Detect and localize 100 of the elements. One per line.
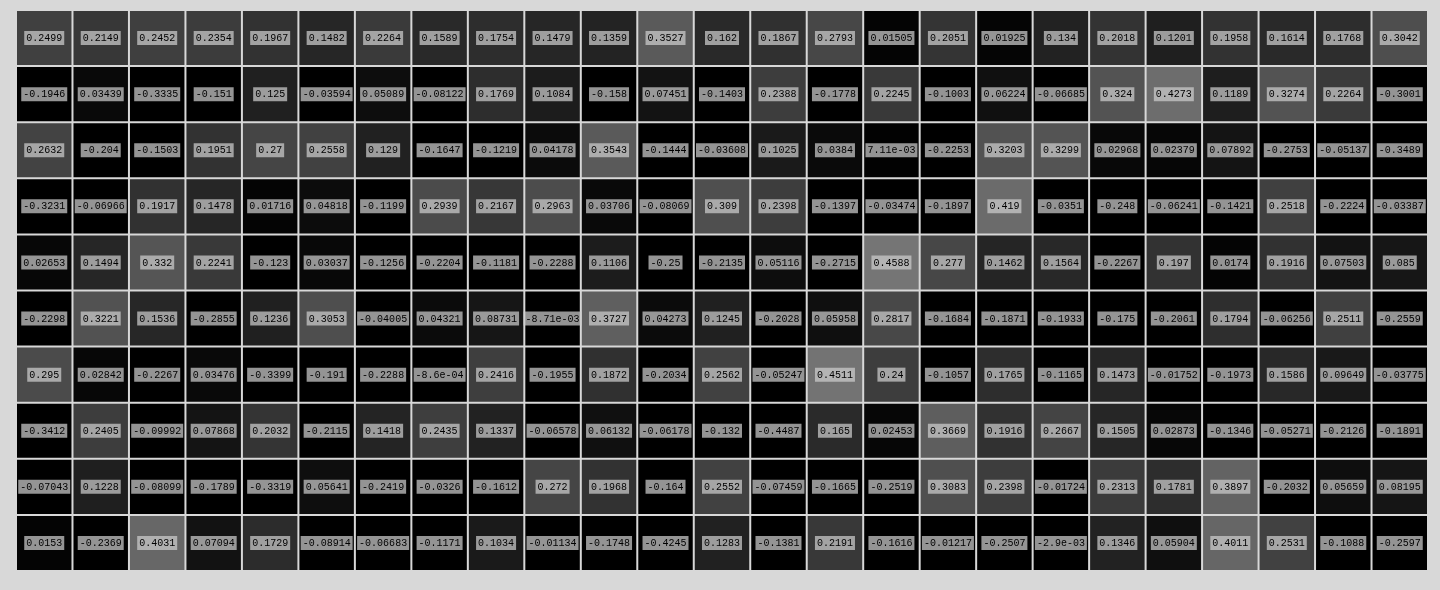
data-label: -0.2224 (1322, 201, 1365, 213)
data-label: -0.06256 (1262, 313, 1311, 325)
data-label: 0.27 (258, 145, 283, 157)
data-label: 0.2552 (703, 481, 741, 493)
data-label: -0.2032 (1265, 481, 1308, 493)
data-label: 0.1768 (1325, 33, 1362, 45)
data-label: 0.165 (819, 425, 850, 437)
data-label: 0.3897 (1212, 481, 1249, 493)
data-label: -0.3399 (249, 369, 292, 381)
data-label: 0.1228 (82, 481, 119, 493)
data-label: 0.1418 (365, 425, 402, 437)
data-label: -0.07459 (754, 481, 803, 493)
data-label: 0.4011 (1212, 538, 1249, 550)
data-label: -0.0351 (1039, 201, 1082, 213)
data-label: -0.2135 (700, 257, 744, 269)
data-label: 0.06132 (588, 425, 631, 437)
data-label: 0.1586 (1268, 369, 1305, 381)
data-label: 0.0153 (26, 538, 63, 550)
data-label: -0.1403 (700, 89, 744, 101)
data-label: -0.3231 (23, 201, 66, 213)
data-label: 0.2241 (195, 257, 232, 269)
data-label: -0.06578 (528, 425, 577, 437)
data-label: -0.1933 (1039, 313, 1082, 325)
data-label: 0.1781 (1155, 481, 1192, 493)
data-label: 0.1034 (478, 538, 515, 550)
data-label: 0.1337 (478, 425, 515, 437)
data-label: -0.164 (647, 481, 684, 493)
data-label: 0.1479 (534, 33, 571, 45)
data-label: 0.07892 (1209, 145, 1252, 157)
data-label: -0.158 (591, 89, 628, 101)
data-label: -0.01217 (923, 538, 972, 550)
data-label: 0.4031 (139, 538, 176, 550)
data-label: 0.2149 (82, 33, 119, 45)
data-label: 0.02379 (1152, 145, 1195, 157)
data-label: 0.2191 (816, 538, 853, 550)
data-label: 0.2398 (986, 481, 1023, 493)
data-label: 0.1482 (308, 33, 345, 45)
data-label: -2.9e-03 (1036, 538, 1085, 550)
data-label: -0.3001 (1378, 89, 1421, 101)
data-label: -0.05271 (1262, 425, 1311, 437)
data-label: 0.2518 (1268, 201, 1305, 213)
data-label: -0.2288 (362, 369, 405, 381)
data-label: -0.25 (650, 257, 681, 269)
data-label: -0.1684 (926, 313, 969, 325)
data-label: 0.01505 (870, 33, 913, 45)
data-label: 0.1765 (986, 369, 1023, 381)
data-label: -0.08914 (302, 538, 351, 550)
data-label: -0.3319 (249, 481, 292, 493)
data-label: -0.03387 (1375, 201, 1424, 213)
data-label: -0.3335 (136, 89, 179, 101)
data-label: -0.08099 (133, 481, 182, 493)
data-label: -0.1955 (531, 369, 574, 381)
data-label: 0.4273 (1155, 89, 1192, 101)
data-label: 0.2032 (252, 425, 289, 437)
data-label: 0.08195 (1378, 481, 1421, 493)
data-label: 0.332 (142, 257, 173, 269)
data-label: 0.2562 (703, 369, 741, 381)
data-label: 0.0384 (816, 145, 853, 157)
data-label: 0.1245 (703, 313, 741, 325)
data-label: 0.07094 (192, 538, 235, 550)
data-label: -0.1219 (475, 145, 518, 157)
data-label: 0.2531 (1268, 538, 1305, 550)
data-label: 0.1916 (986, 425, 1023, 437)
data-label: -0.06683 (359, 538, 408, 550)
data-label: 0.03439 (79, 89, 122, 101)
data-label: 0.1189 (1212, 89, 1249, 101)
data-label: 0.2405 (82, 425, 119, 437)
data-label: -0.1973 (1209, 369, 1252, 381)
data-label: -0.2253 (926, 145, 969, 157)
data-label: 0.3042 (1381, 33, 1418, 45)
data-label: -0.1171 (418, 538, 461, 550)
data-label: 0.272 (537, 481, 568, 493)
data-label: 0.07503 (1322, 257, 1365, 269)
data-label: -0.2204 (418, 257, 461, 269)
data-label: 0.1478 (195, 201, 232, 213)
data-label: 0.2398 (760, 201, 797, 213)
data-label: 0.2939 (421, 201, 458, 213)
data-label: 0.2245 (873, 89, 910, 101)
data-label: 0.2354 (195, 33, 232, 45)
data-label: 0.2167 (478, 201, 515, 213)
data-label: 0.309 (706, 201, 738, 213)
data-label: 0.1236 (252, 313, 289, 325)
data-label: 0.1201 (1155, 33, 1192, 45)
data-label: -0.2115 (305, 425, 348, 437)
data-label: 0.1967 (252, 33, 289, 45)
data-label: -0.175 (1099, 313, 1136, 325)
data-label: -0.3412 (23, 425, 66, 437)
data-label: -0.2061 (1152, 313, 1195, 325)
data-label: 0.3543 (591, 145, 628, 157)
data-label: 0.2018 (1099, 33, 1136, 45)
data-label: -0.1778 (813, 89, 856, 101)
data-label: 0.277 (932, 257, 963, 269)
data-label: 0.3527 (647, 33, 684, 45)
data-label: 0.1494 (82, 257, 119, 269)
data-label: -0.2519 (870, 481, 913, 493)
data-label: 0.04178 (531, 145, 574, 157)
data-label: 0.3221 (82, 313, 119, 325)
data-label: -0.1165 (1039, 369, 1082, 381)
data-label: 0.01716 (249, 201, 292, 213)
data-label: 0.1794 (1212, 313, 1249, 325)
